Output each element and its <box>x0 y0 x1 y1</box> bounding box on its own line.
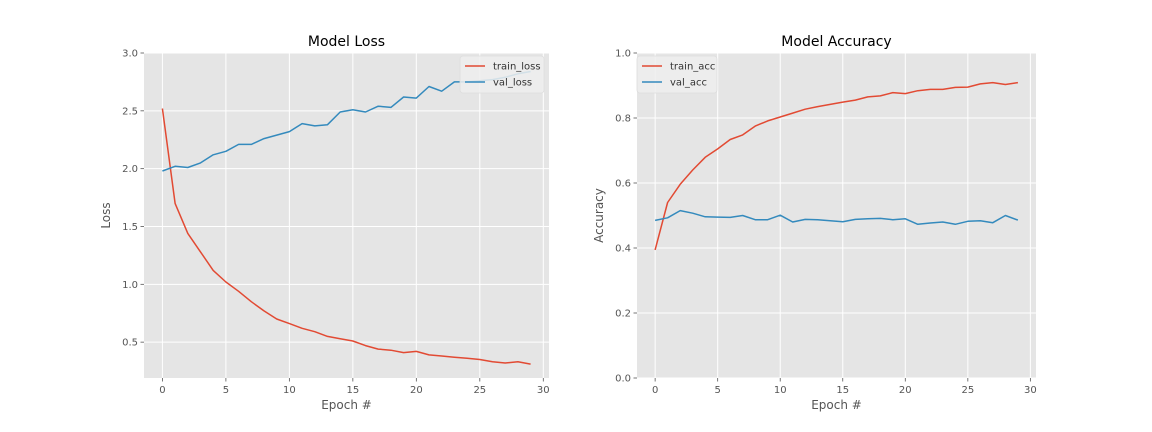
accuracy-grid <box>637 52 1036 379</box>
x-tick-label: 15 <box>836 385 849 396</box>
x-tick-label: 10 <box>283 385 296 396</box>
legend-label-val-acc: val_acc <box>670 78 707 89</box>
x-tick-label: 25 <box>473 385 486 396</box>
x-tick-label: 30 <box>537 385 550 396</box>
x-tick-label: 0 <box>652 385 658 396</box>
accuracy-y-ticks: 0.0 0.2 0.4 0.6 0.8 1.0 <box>615 49 637 385</box>
y-tick-label: 0.8 <box>615 114 631 125</box>
x-tick-label: 30 <box>1024 385 1037 396</box>
x-tick-label: 5 <box>714 385 720 396</box>
loss-grid <box>144 52 549 378</box>
loss-legend: train_loss val_loss <box>459 55 545 94</box>
accuracy-x-axis-label: Epoch # <box>811 398 862 412</box>
y-tick-label: 0.4 <box>615 244 631 255</box>
loss-x-ticks: 0 5 10 15 20 25 30 <box>159 378 550 396</box>
x-tick-label: 0 <box>159 385 165 396</box>
legend-label-val-loss: val_loss <box>493 78 532 89</box>
series-line-train-loss <box>161 108 531 365</box>
accuracy-legend: train_acc val_acc <box>636 55 718 94</box>
y-tick-label: 1.5 <box>122 222 138 233</box>
loss-chart-title: Model Loss <box>308 34 385 50</box>
y-tick-label: 1.0 <box>615 49 631 60</box>
accuracy-chart-title: Model Accuracy <box>781 34 891 50</box>
loss-chart: 0 5 10 15 20 25 30 0.5 1.0 1.5 2.0 2.5 3.0 Model Lo… <box>99 34 550 412</box>
y-tick-label: 1.0 <box>122 280 138 291</box>
legend-label-train-loss: train_loss <box>493 62 541 73</box>
x-tick-label: 20 <box>410 385 423 396</box>
x-tick-label: 25 <box>961 385 974 396</box>
loss-x-axis-label: Epoch # <box>321 398 372 412</box>
y-tick-label: 2.0 <box>122 164 138 175</box>
accuracy-plot-area <box>637 53 1036 378</box>
loss-y-axis-label: Loss <box>99 202 113 228</box>
x-tick-label: 15 <box>346 385 359 396</box>
x-tick-label: 5 <box>223 385 229 396</box>
accuracy-x-ticks: 0 5 10 15 20 25 30 <box>652 378 1037 396</box>
y-tick-label: 2.5 <box>122 106 138 117</box>
accuracy-y-axis-label: Accuracy <box>592 188 606 243</box>
accuracy-lines <box>654 81 1019 251</box>
y-tick-label: 0.6 <box>615 179 631 190</box>
accuracy-chart: 0 5 10 15 20 25 30 0.0 0.2 0.4 0.6 0.8 1.0 Model Ac… <box>592 34 1037 412</box>
y-tick-label: 0.2 <box>615 309 631 320</box>
loss-plot-area <box>144 53 549 378</box>
legend-label-train-acc: train_acc <box>670 62 715 73</box>
loss-y-ticks: 0.5 1.0 1.5 2.0 2.5 3.0 <box>122 49 144 349</box>
y-tick-label: 3.0 <box>122 49 138 60</box>
y-tick-label: 0.5 <box>122 338 138 349</box>
series-line-val-acc <box>654 209 1019 226</box>
x-tick-label: 20 <box>899 385 912 396</box>
y-tick-label: 0.0 <box>615 374 631 385</box>
x-tick-label: 10 <box>774 385 787 396</box>
series-line-train-acc <box>654 81 1019 251</box>
